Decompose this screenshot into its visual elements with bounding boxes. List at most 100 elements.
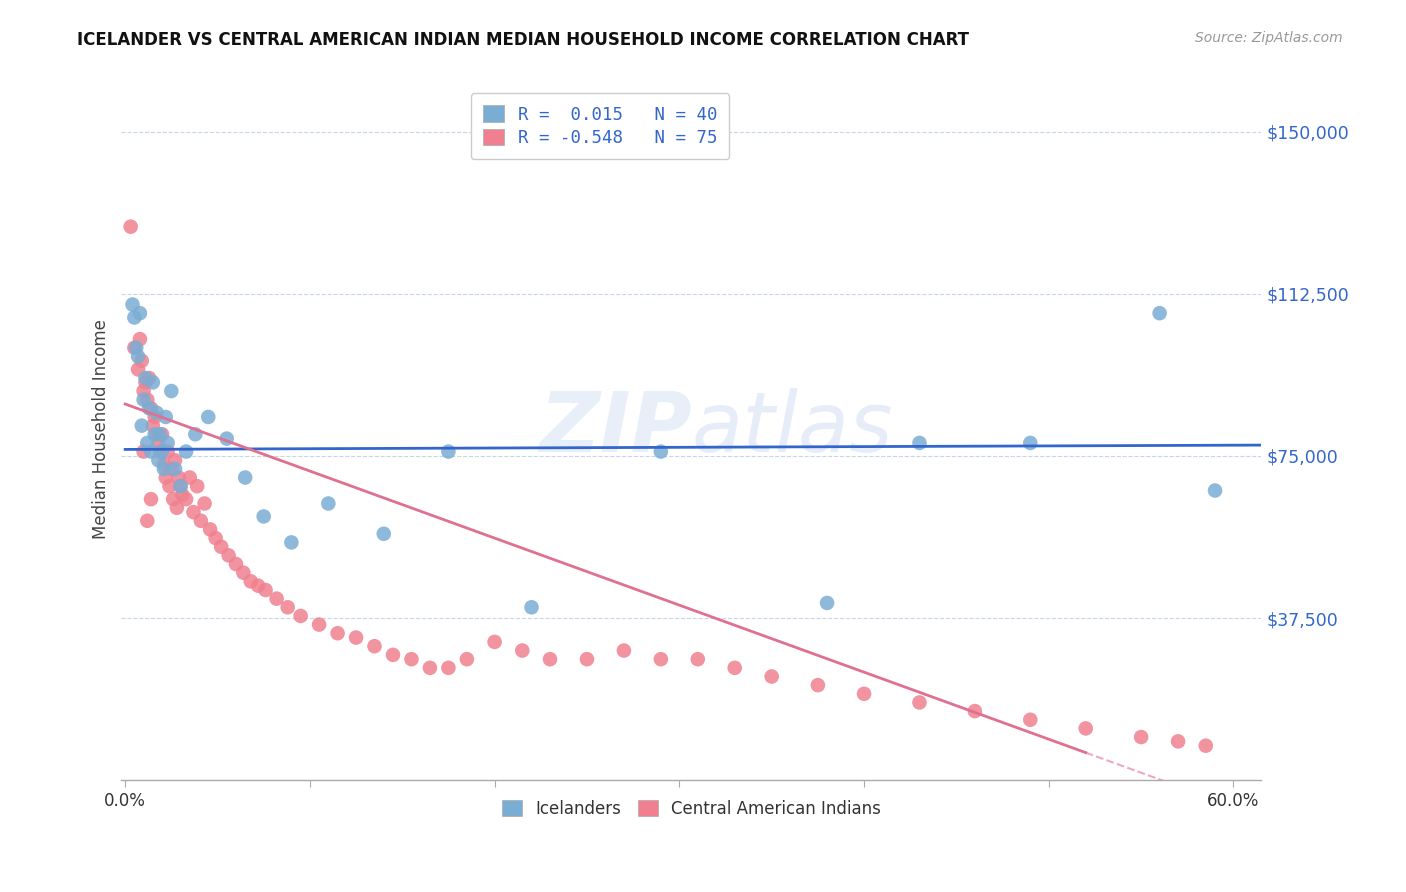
Point [266,591,288,606]
Point [174,444,197,458]
Point [853,687,876,701]
Point [143,409,166,424]
Point [156,436,179,450]
Text: atlas: atlas [692,388,893,469]
Point [308,617,330,632]
Point [150,427,173,442]
Point [1204,483,1226,498]
Point [613,643,636,657]
Point [761,669,783,683]
Text: ZIP: ZIP [538,388,692,469]
Point [363,639,385,653]
Point [129,332,152,346]
Point [132,392,155,407]
Point [132,384,155,398]
Point [686,652,709,666]
Point [183,505,205,519]
Point [908,695,931,709]
Point [290,609,312,624]
Point [159,479,181,493]
Point [198,523,221,537]
Point [120,219,142,234]
Point [484,635,506,649]
Point [172,488,194,502]
Point [373,526,395,541]
Point [382,648,405,662]
Point [138,401,160,416]
Point [138,371,160,385]
Point [124,310,146,325]
Point [419,661,441,675]
Point [215,432,238,446]
Point [239,574,262,589]
Y-axis label: Median Household Income: Median Household Income [93,319,110,539]
Point [254,582,277,597]
Point [153,462,176,476]
Point [127,362,149,376]
Point [153,458,176,472]
Point [401,652,423,666]
Point [437,661,460,675]
Point [124,341,146,355]
Point [139,401,162,416]
Point [456,652,478,666]
Point [160,462,183,476]
Point [344,631,367,645]
Point [1019,436,1042,450]
Point [149,444,172,458]
Point [174,492,197,507]
Point [125,341,148,355]
Point [163,462,186,476]
Point [139,444,162,458]
Point [142,376,165,390]
Point [134,376,156,390]
Point [179,470,201,484]
Point [143,427,166,442]
Point [142,418,165,433]
Point [136,392,159,407]
Point [156,444,179,458]
Point [280,535,302,549]
Point [132,444,155,458]
Point [510,643,533,657]
Point [131,353,153,368]
Point [139,492,162,507]
Point [150,444,173,458]
Point [136,436,159,450]
Point [326,626,349,640]
Legend: Icelanders, Central American Indians: Icelanders, Central American Indians [495,793,887,825]
Point [232,566,254,580]
Point [149,427,172,442]
Point [538,652,561,666]
Point [1130,730,1153,744]
Point [277,600,299,615]
Point [253,509,276,524]
Point [167,470,190,484]
Point [197,409,219,424]
Point [318,496,340,510]
Point [186,479,208,493]
Point [184,427,207,442]
Point [1149,306,1171,320]
Point [218,549,240,563]
Point [162,492,184,507]
Point [193,496,215,510]
Point [650,444,672,458]
Point [807,678,830,692]
Point [247,579,270,593]
Point [145,427,167,442]
Point [131,418,153,433]
Text: Source: ZipAtlas.com: Source: ZipAtlas.com [1195,31,1343,45]
Point [233,470,256,484]
Point [204,531,226,545]
Point [169,479,191,493]
Point [209,540,232,554]
Point [908,436,931,450]
Point [1019,713,1042,727]
Point [129,306,152,320]
Point [155,470,177,484]
Point [155,409,177,424]
Point [166,500,188,515]
Point [437,444,460,458]
Point [145,406,167,420]
